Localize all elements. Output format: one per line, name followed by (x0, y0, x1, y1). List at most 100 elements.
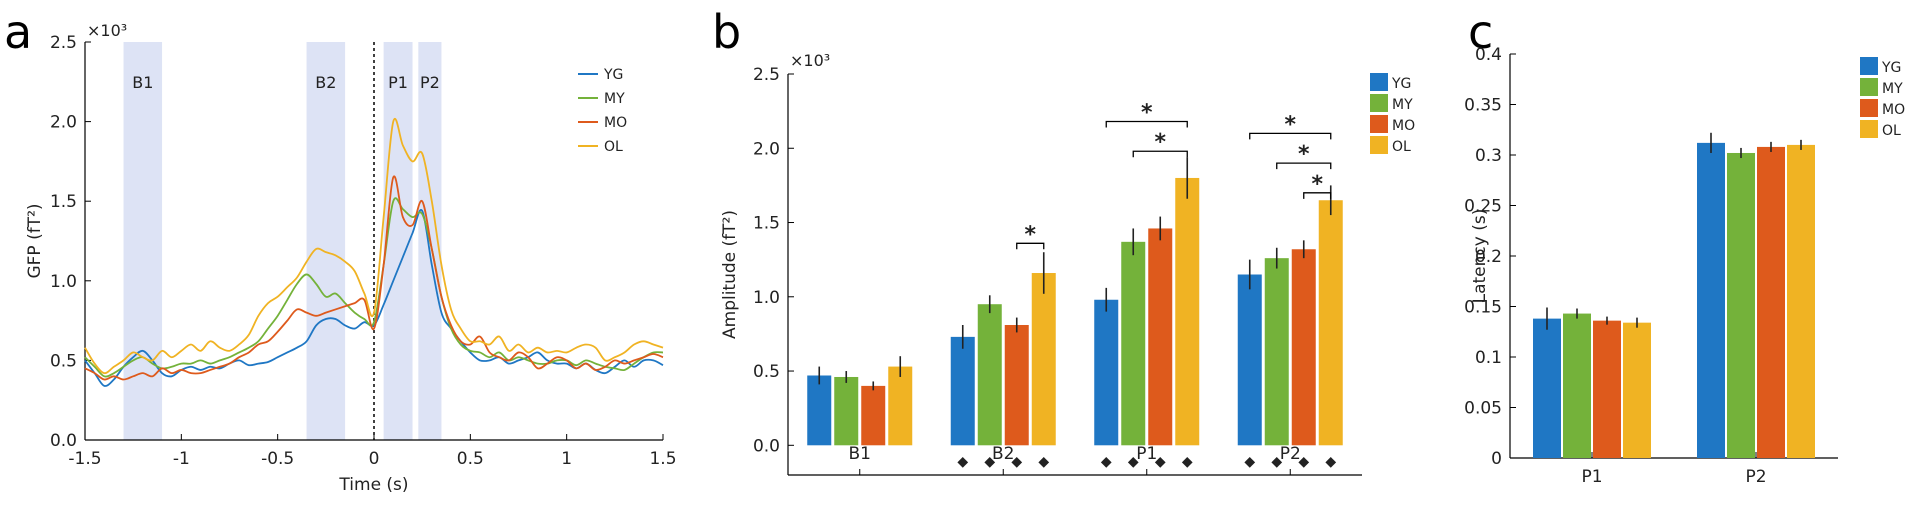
legend-swatch-MO (1370, 115, 1388, 133)
y-tick-label: 1.5 (753, 214, 780, 234)
difference-marker: ◆ (957, 454, 968, 470)
significance-bracket (1303, 192, 1332, 199)
bar-YG-P2 (1697, 142, 1725, 458)
band-B2 (306, 42, 346, 440)
y-tick-label: 0.15 (1464, 298, 1502, 318)
legend-swatch-YG (1370, 73, 1388, 91)
significance-star: * (1141, 101, 1153, 126)
panel-c-letter: c (1468, 5, 1493, 59)
legend-swatch-OL (1860, 120, 1878, 138)
band-label-P1: P1 (388, 73, 408, 92)
x-tick-label: 1 (561, 449, 572, 469)
difference-marker: ◆ (1325, 454, 1336, 470)
bar-MO-P1 (1148, 228, 1173, 446)
significance-bracket (1016, 242, 1045, 250)
panel-a-letter: a (4, 5, 32, 59)
legend-label-OL: OL (1392, 139, 1411, 155)
y-tick-label: 0.25 (1464, 197, 1502, 217)
y-tick-label: 2.0 (50, 113, 77, 133)
y-tick-label: 0.3 (1475, 146, 1502, 166)
x-tick-label: -1 (173, 449, 190, 469)
y-tick-label: 0.2 (1475, 247, 1502, 267)
y-tick-label: 0.5 (50, 351, 77, 371)
panel-b-bar-chart: 0.0 0.5 1.0 1.5 2.0 2.5 Amplitude (fT²) ×10³ B1 B… (720, 51, 1415, 476)
bar-MY-B2 (977, 304, 1002, 446)
legend-swatch-OL (1370, 136, 1388, 154)
difference-marker: ◆ (1155, 454, 1166, 470)
legend-label-MO: MO (1392, 118, 1415, 134)
x-category-label: P2 (1745, 467, 1766, 487)
y-tick-label: 0.0 (50, 431, 77, 451)
legend-label-MO: MO (1882, 102, 1905, 118)
series-line-OL (84, 118, 664, 375)
legend-label-YG: YG (1391, 76, 1411, 92)
y-multiplier: ×10³ (87, 21, 127, 40)
bar-YG-P1 (1533, 318, 1561, 458)
bar-MY-B1 (834, 376, 859, 446)
series-line-MO (84, 175, 664, 381)
difference-marker: ◆ (1101, 454, 1112, 470)
legend-label-YG: YG (1881, 60, 1901, 76)
y-axis-label: GFP (fT²) (25, 203, 45, 278)
band-B1 (123, 42, 163, 440)
y-tick-label: 0.5 (753, 362, 780, 382)
y-tick-label: 0 (1491, 449, 1502, 469)
y-tick-label: 0.05 (1464, 399, 1502, 419)
panel-b-letter: b (712, 5, 741, 59)
x-axis-label: Time (s) (338, 475, 408, 495)
bar-OL-B2 (1031, 273, 1056, 446)
y-multiplier: ×10³ (790, 51, 830, 70)
bar-YG-P1 (1094, 299, 1119, 446)
x-tick-label: -1.5 (68, 449, 101, 469)
bar-MO-P2 (1291, 249, 1316, 446)
y-axis-label: Amplitude (fT²) (720, 210, 740, 339)
legend-label-MY: MY (1882, 81, 1903, 97)
panel-a-line-chart: B1 B2 P1 P2 -1.5 -1 -0.5 0 0.5 1 1.5 0.0 0.5 1.0 1.5 2.… (25, 21, 677, 495)
significance-bracket (1132, 150, 1188, 158)
x-tick-label: 0 (369, 449, 380, 469)
difference-marker: ◆ (984, 454, 995, 470)
bar-OL-P2 (1787, 144, 1815, 458)
bar-MO-B1 (861, 385, 886, 446)
legend-label-YG: YG (603, 67, 623, 83)
legend-swatch-MY (1860, 78, 1878, 96)
x-category-label: B2 (992, 444, 1014, 464)
y-tick-label: 1.0 (50, 272, 77, 292)
bar-MY-P2 (1264, 258, 1289, 446)
bar-MY-P2 (1727, 152, 1755, 459)
significance-star: * (1154, 130, 1166, 155)
x-tick-label: 1.5 (649, 449, 676, 469)
x-tick-label: -0.5 (261, 449, 294, 469)
bar-MO-P2 (1757, 146, 1785, 459)
significance-bracket (1276, 162, 1332, 170)
x-category-label: P2 (1280, 444, 1301, 464)
bar-MY-P1 (1121, 241, 1146, 446)
x-category-label: B1 (849, 444, 871, 464)
difference-marker: ◆ (1182, 454, 1193, 470)
legend-label-OL: OL (604, 139, 623, 155)
bar-YG-B2 (950, 336, 975, 446)
y-tick-label: 1.0 (753, 288, 780, 308)
significance-bracket (1105, 120, 1188, 128)
significance-star: * (1024, 222, 1036, 247)
y-tick-label: 0.4 (1475, 45, 1502, 65)
x-tick-label: 0.5 (457, 449, 484, 469)
y-axis-label: Latency (s) (1470, 209, 1490, 304)
y-tick-label: 0.35 (1464, 96, 1502, 116)
bar-OL-P1 (1623, 322, 1651, 458)
legend-label-MY: MY (1392, 97, 1413, 113)
significance-star: * (1311, 172, 1323, 197)
difference-marker: ◆ (1298, 454, 1309, 470)
difference-marker: ◆ (1038, 454, 1049, 470)
legend-swatch-MO (1860, 99, 1878, 117)
y-tick-label: 2.0 (753, 139, 780, 159)
bar-MY-P1 (1563, 313, 1591, 458)
significance-star: * (1298, 142, 1310, 167)
x-category-label: P1 (1136, 444, 1157, 464)
bar-MO-P1 (1593, 320, 1621, 458)
bar-OL-B1 (888, 366, 913, 446)
bar-YG-P2 (1237, 274, 1262, 446)
y-tick-label: 2.5 (50, 33, 77, 53)
difference-marker: ◆ (1128, 454, 1139, 470)
